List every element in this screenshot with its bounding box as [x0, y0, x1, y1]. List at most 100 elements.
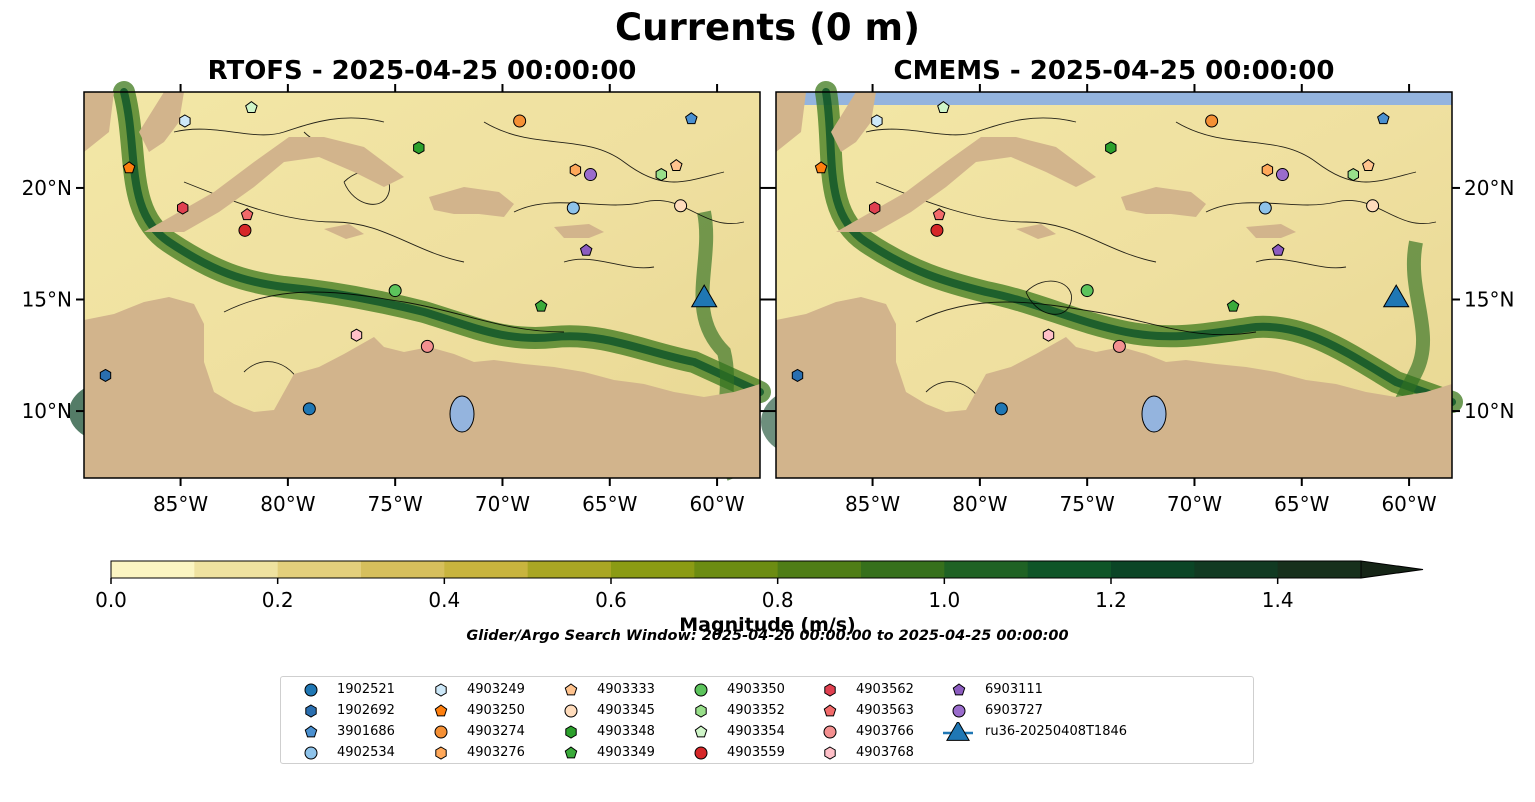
colorbar-tick-label: 1.2	[1095, 588, 1127, 612]
lon-tick-label: 80°W	[952, 492, 1007, 516]
legend-shape	[564, 683, 578, 696]
legend-shape	[564, 704, 578, 718]
legend-marker-icon	[304, 683, 318, 697]
legend-marker-icon	[564, 746, 578, 759]
legend-label: 4903333	[597, 682, 655, 697]
map-panel-cmems	[761, 81, 1463, 479]
legend-label: 4903250	[467, 703, 525, 718]
legend-label: 4903354	[727, 724, 785, 739]
float-marker-4902534	[1258, 201, 1272, 215]
float-marker-4903562	[177, 201, 189, 215]
float-marker-4903276	[1261, 163, 1274, 177]
legend-marker-icon	[952, 683, 966, 696]
colorbar-segment	[1194, 561, 1279, 578]
float-marker-3901686	[1377, 112, 1390, 125]
float-marker-4903349	[1226, 299, 1240, 312]
lon-tick-label: 70°W	[1167, 492, 1222, 516]
legend-label: 1902521	[337, 682, 395, 697]
legend-label: 4903768	[856, 745, 914, 760]
legend-shape	[823, 704, 837, 717]
legend-label: 4903766	[856, 724, 914, 739]
legend-marker-icon	[435, 746, 447, 760]
float-marker-6903111	[579, 243, 593, 256]
legend-marker-icon	[564, 704, 578, 718]
float-marker-3901686	[685, 112, 698, 125]
legend-label: 4903249	[467, 682, 525, 697]
legend-label: 6903111	[985, 682, 1043, 697]
legend-shape	[304, 746, 318, 760]
colorbar-segment	[777, 561, 862, 578]
colorbar-tick-label: 0.0	[95, 588, 127, 612]
legend-label: 4903345	[597, 703, 655, 718]
legend-marker-icon	[434, 725, 448, 739]
legend-shape	[952, 704, 966, 718]
lon-tick-label: 85°W	[845, 492, 900, 516]
legend-marker-icon	[823, 725, 837, 739]
float-marker-4903350	[388, 284, 402, 298]
float-marker-ru36-20250408T1846	[690, 284, 718, 308]
colorbar-tick-label: 1.4	[1262, 588, 1294, 612]
lon-tick-label: 80°W	[260, 492, 315, 516]
colorbar-segment	[277, 561, 362, 578]
float-marker-1902521	[302, 402, 316, 416]
colorbar-segment	[444, 561, 529, 578]
float-marker-4903249	[871, 114, 883, 128]
legend-marker-icon	[434, 704, 448, 717]
legend-triangle	[946, 722, 970, 741]
figure-title: Currents (0 m)	[614, 6, 920, 49]
float-marker-4902534	[566, 201, 580, 215]
colorbar-segment	[361, 561, 445, 578]
legend-marker-icon	[952, 704, 966, 718]
float-markers	[99, 100, 1410, 416]
float-marker-4903349	[534, 299, 548, 312]
legend-marker-icon	[304, 725, 318, 738]
colorbar-tick-label: 1.0	[928, 588, 960, 612]
legend-marker-icon	[565, 725, 577, 739]
lon-tick-label: 75°W	[1060, 492, 1115, 516]
float-marker-4903250	[814, 161, 828, 174]
legend-label: 6903727	[985, 703, 1043, 718]
legend-shape	[694, 725, 708, 738]
float-marker-4903766	[1112, 339, 1126, 353]
legend-label: 4903276	[467, 745, 525, 760]
float-marker-4903352	[1347, 168, 1359, 182]
float-marker-4903276	[569, 163, 582, 177]
float-marker-4903348	[1105, 141, 1117, 155]
legend-label: ru36-20250408T1846	[985, 724, 1128, 739]
colorbar-segment	[944, 561, 1029, 578]
legend-shape	[824, 746, 836, 760]
map-panel-rtofs	[69, 81, 771, 481]
legend-marker-icon	[695, 704, 707, 718]
lat-tick-label: 20°N	[1464, 176, 1514, 200]
lat-tick-label: 15°N	[1464, 288, 1514, 312]
float-marker-4903354	[937, 100, 950, 113]
search-window-note: Glider/Argo Search Window: 2025-04-20 00…	[466, 628, 1069, 644]
legend-marker-icon	[694, 683, 708, 697]
legend-label: 4903559	[727, 745, 785, 760]
colorbar-segment	[111, 561, 195, 578]
float-marker-4903333	[670, 158, 683, 171]
lon-tick-label: 85°W	[153, 492, 208, 516]
legend-shape	[824, 683, 836, 697]
legend-label: 4903349	[597, 745, 655, 760]
lat-tick-label: 20°N	[22, 176, 72, 200]
lat-tick-label: 15°N	[22, 288, 72, 312]
float-marker-4903250	[122, 161, 136, 174]
float-marker-4903274	[1205, 114, 1219, 128]
legend-label: 4903274	[467, 724, 525, 739]
legend: 1902521 1902692 3901686 4902534 4903249 49032…	[280, 676, 1254, 764]
float-marker-4903249	[179, 114, 191, 128]
legend-shape	[305, 704, 317, 718]
legend-marker-icon	[305, 704, 317, 718]
legend-marker-icon	[823, 704, 837, 717]
colorbar-tick-label: 0.2	[262, 588, 294, 612]
float-marker-4903766	[420, 339, 434, 353]
colorbar-label: Magnitude (m/s)	[679, 614, 856, 636]
float-marker-6903727	[583, 168, 597, 182]
legend-label: 4903562	[856, 682, 914, 697]
legend-shape	[434, 704, 448, 717]
lon-tick-label: 70°W	[475, 492, 530, 516]
colorbar-segment	[527, 561, 612, 578]
colorbar-extend-arrow	[1360, 560, 1424, 579]
legend-shape	[304, 725, 318, 738]
